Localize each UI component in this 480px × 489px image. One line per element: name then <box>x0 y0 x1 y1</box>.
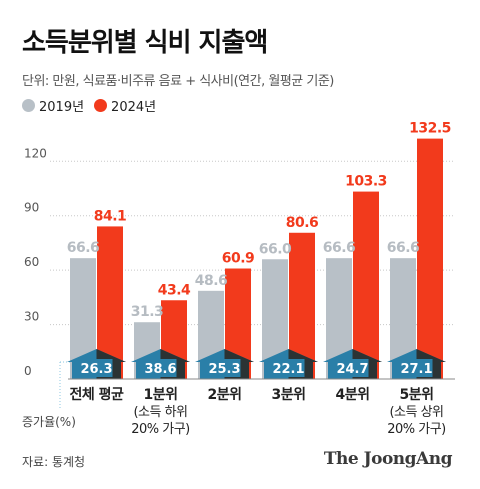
x-category-label: 전체 평균 <box>70 386 125 403</box>
source-note: 자료: 통계청 <box>22 455 86 469</box>
x-category-label: 3분위 <box>271 387 305 403</box>
legend-swatch-2019 <box>22 99 35 112</box>
legend-label-2024: 2024년 <box>111 100 157 115</box>
publisher-logo: The JoongAng <box>323 449 453 469</box>
growth-label-box <box>80 359 113 377</box>
x-category-label: 1분위 <box>143 387 177 403</box>
value-label-2024: 43.4 <box>158 282 191 298</box>
value-label-2019: 31.3 <box>131 304 164 320</box>
legend-item-2024: 2024년 <box>94 96 156 115</box>
growth-label-box <box>400 359 433 377</box>
value-label-2024: 60.9 <box>222 251 255 267</box>
growth-rate-label: 38.6 <box>144 362 176 377</box>
value-label-2024: 80.6 <box>286 215 319 231</box>
growth-rate-label: 24.7 <box>336 362 368 377</box>
bar-2024 <box>417 138 443 379</box>
growth-label-box <box>272 359 305 377</box>
legend: 2019년 2024년 <box>22 96 166 115</box>
x-category-label: 2분위 <box>207 387 241 403</box>
x-category-label: 20% 가구) <box>387 422 446 437</box>
y-tick-label: 0 <box>24 364 32 378</box>
value-label-2024: 132.5 <box>409 121 451 137</box>
value-label-2019: 48.6 <box>195 273 228 289</box>
y-tick-label: 30 <box>24 310 39 324</box>
chart-title: 소득분위별 식비 지출액 <box>22 28 268 58</box>
x-category-label: 20% 가구) <box>131 422 190 437</box>
value-label-2019: 66.6 <box>323 240 356 256</box>
unit-note: 단위: 만원, 식료품·비주류 음료 + 식사비(연간, 월평균 기준) <box>22 74 334 89</box>
y-tick-label: 90 <box>24 201 39 215</box>
y-tick-label: 120 <box>24 146 47 160</box>
growth-rate-label: 25.3 <box>208 362 240 377</box>
x-category-label: 4분위 <box>335 387 369 403</box>
growth-label: 증가율(%) <box>22 415 76 429</box>
legend-label-2019: 2019년 <box>39 100 85 115</box>
growth-rate-label: 26.3 <box>80 362 112 377</box>
legend-swatch-2024 <box>94 99 108 112</box>
bar-2024 <box>353 191 379 379</box>
growth-rate-label: 27.1 <box>400 362 432 377</box>
value-label-2024: 84.1 <box>94 208 127 224</box>
value-label-2019: 66.6 <box>387 240 420 256</box>
growth-label-box <box>144 359 177 377</box>
value-label-2019: 66.6 <box>67 240 100 256</box>
y-tick-label: 60 <box>24 255 39 269</box>
growth-rate-label: 22.1 <box>272 362 304 377</box>
value-label-2024: 103.3 <box>345 174 387 190</box>
x-category-label: 5분위 <box>399 387 433 403</box>
value-label-2019: 66.0 <box>259 241 292 257</box>
x-category-label: (소득 상위 <box>389 405 443 420</box>
legend-item-2019: 2019년 <box>22 96 84 115</box>
growth-label-box <box>336 359 369 377</box>
growth-label-box <box>208 359 241 377</box>
x-category-label: (소득 하위 <box>133 405 187 420</box>
